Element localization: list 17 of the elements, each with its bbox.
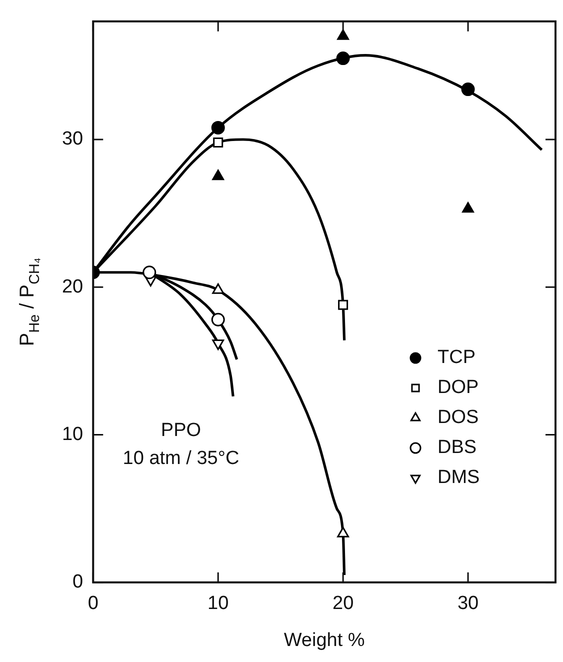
- legend-label: DMS: [438, 467, 480, 488]
- annotation: PPO: [160, 420, 202, 442]
- y-tick-label: 10: [62, 424, 84, 446]
- legend-label: DOS: [438, 407, 479, 428]
- legend-label: TCP: [438, 347, 476, 368]
- y-tick-label: 0: [72, 572, 84, 593]
- x-tick-label: 20: [332, 593, 354, 614]
- y-axis-title: PHe / PCH₄: [16, 258, 43, 346]
- legend-label: DBS: [438, 437, 477, 458]
- y-tick-label: 30: [62, 128, 84, 150]
- x-tick-label: 10: [208, 593, 229, 614]
- x-tick-label: 30: [457, 593, 479, 614]
- x-axis-title: Weight %: [284, 630, 365, 651]
- annotation: 10 atm / 35°C: [122, 448, 240, 470]
- x-tick-label: 0: [88, 593, 98, 614]
- y-tick-label: 20: [62, 276, 84, 298]
- legend-label: DOP: [438, 377, 479, 398]
